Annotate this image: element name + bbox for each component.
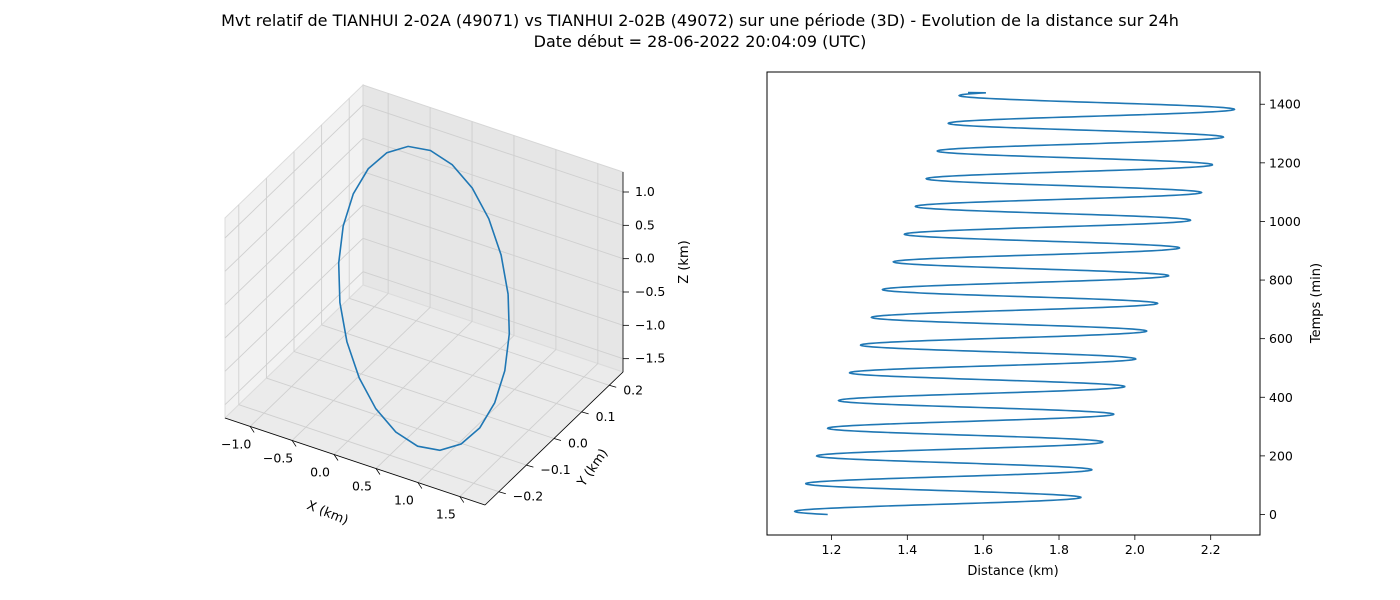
distance-time-plot: 1.2 1.4 1.6 1.8 2.0 2.2 0 200 400 600 800 1000 1200… [766,71,1324,579]
y-tick-mark [553,438,562,441]
time-y-axis: 0 200 400 600 800 1000 1200 1400 [1260,97,1301,522]
grid-z-right [362,104,624,193]
grid-y-floor [349,297,610,386]
time-tick-label: 0 [1269,507,1277,522]
3d-gridlines [224,93,624,497]
3d-panes [224,83,624,506]
x-axis-line [224,417,486,506]
x-tick-mark [375,468,381,475]
distance-tick-label: 2.2 [1201,542,1221,557]
y-tick-mark [581,411,589,415]
x-tick-mark [417,482,423,489]
z-tick-label: 0.0 [635,251,655,266]
x-tick-mark [333,454,339,461]
x-tick-label: 0.5 [352,479,372,494]
grid-y-floor [293,351,555,439]
z-axis-3d: −1.5 −1.0 −0.5 0.0 0.5 1.0 [622,172,665,372]
x-axis-label: X (km) [305,498,351,528]
time-tick-label: 400 [1269,390,1293,405]
grid-y-floor [321,324,582,413]
distance-x-axis-label: Distance (km) [967,564,1058,579]
y-tick-label: 0.1 [596,409,616,424]
distance-tick-label: 1.4 [897,542,917,557]
z-axis-label: Z (km) [677,240,692,283]
distance-series-line [793,91,1236,516]
grid-y-floor [266,377,527,466]
grid-y-floor [238,404,499,493]
grid-z-right [362,137,624,226]
grid-z-left [224,204,364,339]
grid-z-left [224,171,364,305]
grid-z-left [224,138,364,272]
time-tick-label: 1200 [1269,155,1301,170]
time-y-axis-label: Temps (min) [1309,263,1324,344]
z-tick-label: 0.5 [635,217,655,232]
y-tick-mark [498,491,506,495]
grid-z-left [224,104,364,239]
x-tick-mark [459,496,465,503]
distance-tick-label: 1.6 [973,542,993,557]
orbit-trajectory-line [337,145,511,452]
grid-z-right [362,271,624,360]
x-tick-label: 0.0 [310,464,330,479]
figure-title-line1: Mvt relatif de TIANHUI 2-02A (49071) vs … [221,11,1179,30]
y-tick-label: 0.2 [623,382,643,397]
distance-plot-frame [766,71,1261,536]
y-tick-mark [526,464,534,468]
time-tick-label: 200 [1269,448,1293,463]
distance-tick-label: 1.8 [1049,542,1069,557]
x-tick-label: 1.5 [436,507,456,522]
grid-z-right [362,237,624,326]
z-tick-label: 1.0 [635,184,655,199]
orbit-3d-plot: −1.0 −0.5 0.0 0.5 1.0 1.5 −0.2 −0.1 0.0 0.1 0.2 −… [221,83,692,528]
grid-z-right [362,204,624,293]
time-tick-label: 1400 [1269,97,1301,112]
y-axis-3d: −0.2 −0.1 0.0 0.1 0.2 [484,371,643,506]
y-tick-label: −0.1 [540,462,570,477]
time-tick-label: 1000 [1269,214,1301,229]
x-tick-mark [249,426,255,433]
x-axis-3d: −1.0 −0.5 0.0 0.5 1.0 1.5 [221,417,486,522]
distance-tick-label: 2.0 [1125,542,1145,557]
y-axis-label: Y (km) [574,446,611,490]
distance-tick-label: 1.2 [822,542,842,557]
z-tick-label: −0.5 [635,284,665,299]
z-tick-label: −1.0 [635,317,665,332]
y-tick-label: 0.0 [568,436,588,451]
x-tick-label: −0.5 [263,450,293,465]
y-tick-mark [609,384,617,388]
grid-z-right [362,171,624,260]
distance-x-axis: 1.2 1.4 1.6 1.8 2.0 2.2 [822,535,1221,557]
x-tick-label: 1.0 [394,493,414,508]
z-tick-label: −1.5 [635,351,665,366]
grid-z-left [224,238,364,372]
figure-title-line2: Date début = 28-06-2022 20:04:09 (UTC) [534,32,867,51]
x-tick-mark [291,440,297,447]
y-tick-label: −0.2 [513,489,543,504]
x-tick-label: −1.0 [221,436,251,451]
time-tick-label: 800 [1269,273,1293,288]
time-tick-label: 600 [1269,331,1293,346]
